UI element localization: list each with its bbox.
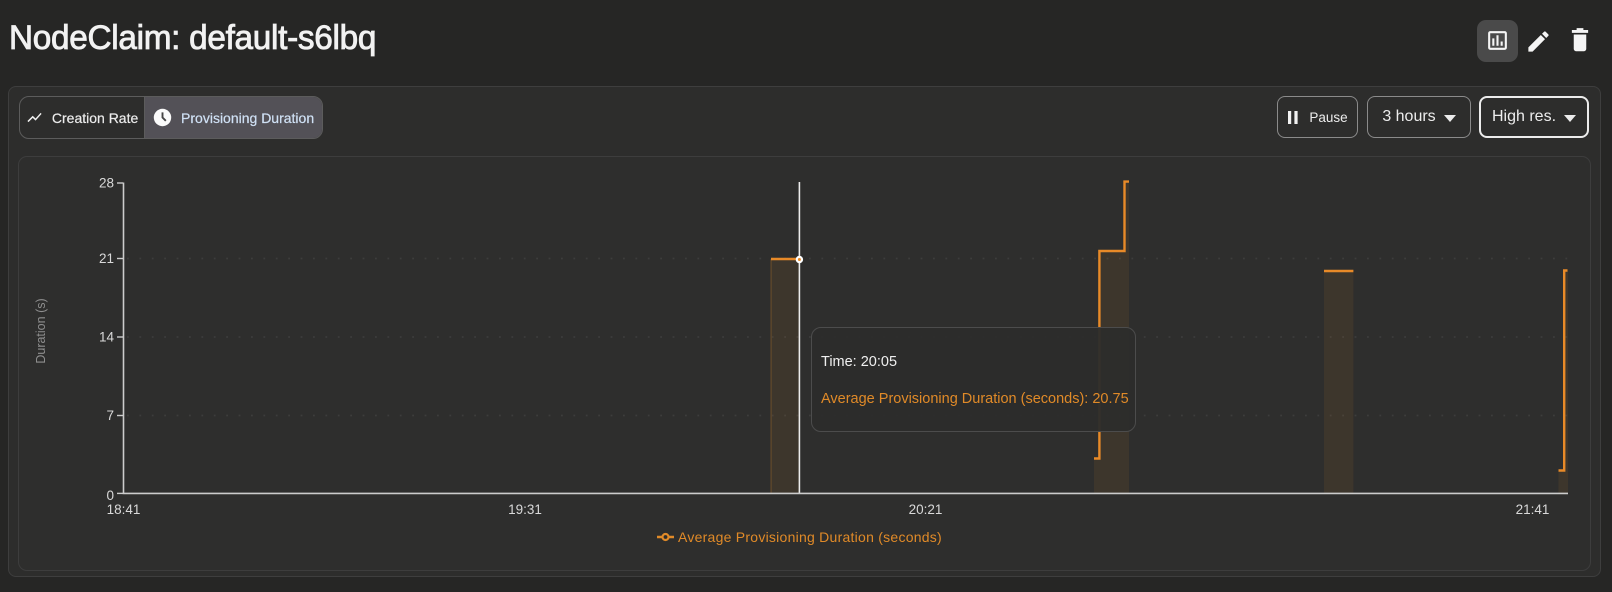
svg-text:21:41: 21:41 bbox=[1516, 502, 1550, 517]
svg-text:19:31: 19:31 bbox=[508, 502, 542, 517]
svg-text:7: 7 bbox=[106, 408, 114, 423]
svg-text:0: 0 bbox=[106, 488, 114, 503]
svg-text:18:41: 18:41 bbox=[107, 502, 141, 517]
svg-text:28: 28 bbox=[99, 176, 114, 191]
svg-text:21: 21 bbox=[99, 251, 114, 266]
svg-text:14: 14 bbox=[99, 330, 115, 345]
svg-text:Duration (s): Duration (s) bbox=[34, 298, 48, 363]
svg-text:20:21: 20:21 bbox=[909, 502, 943, 517]
